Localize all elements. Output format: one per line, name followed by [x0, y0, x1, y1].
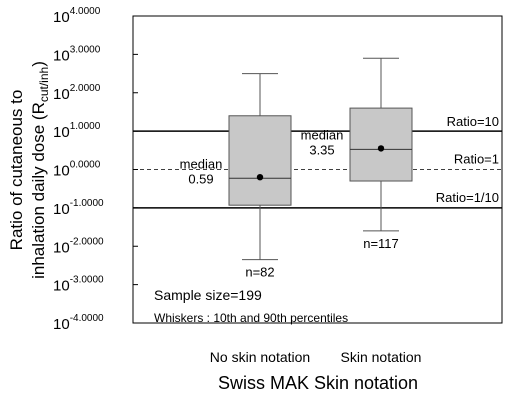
- y-axis-label-subscript: cut/inh: [37, 67, 51, 102]
- y-tick-label: 10-1.0000: [53, 198, 104, 218]
- y-axis-ticks: 104.0000103.0000102.0000101.0000100.0000…: [53, 6, 138, 333]
- y-tick-base: 10: [53, 239, 70, 256]
- y-axis-label-line2: inhalation daily dose (Rcut/inh): [29, 61, 51, 279]
- y-tick-exponent: 3.0000: [70, 44, 101, 55]
- y-tick-label: 102.0000: [53, 83, 101, 103]
- y-tick-label: 100.0000: [53, 160, 101, 180]
- y-tick-exponent: -1.0000: [70, 198, 104, 209]
- y-tick-exponent: -2.0000: [70, 236, 104, 247]
- median-value-label: 0.59: [188, 171, 213, 186]
- y-tick-label: 10-2.0000: [53, 236, 104, 256]
- mean-point: [377, 145, 385, 152]
- x-axis-tick-labels: No skin notation Skin notation: [210, 349, 422, 365]
- sample-count-label: n=117: [363, 236, 399, 251]
- x-tick-label: Skin notation: [341, 349, 422, 365]
- y-tick-exponent: 4.0000: [70, 6, 101, 17]
- whiskers-note-annotation: Whiskers : 10th and 90th percentiles: [154, 311, 348, 325]
- y-tick-base: 10: [53, 278, 70, 295]
- x-tick-label: No skin notation: [210, 349, 310, 365]
- y-tick-base: 10: [53, 163, 70, 180]
- y-axis-label-line1: Ratio of cutaneous to: [7, 90, 26, 251]
- y-tick-label: 103.0000: [53, 44, 101, 64]
- x-axis-label: Swiss MAK Skin notation: [218, 373, 418, 393]
- y-tick-label: 10-4.0000: [53, 313, 104, 333]
- y-tick-exponent: 0.0000: [70, 160, 101, 171]
- median-label: median: [180, 156, 223, 171]
- y-tick-base: 10: [53, 124, 70, 141]
- y-tick-exponent: -4.0000: [70, 313, 104, 324]
- median-value-label: 3.35: [309, 142, 334, 157]
- y-tick-label: 10-3.0000: [53, 275, 104, 295]
- y-tick-base: 10: [53, 201, 70, 218]
- y-tick-exponent: -3.0000: [70, 275, 104, 286]
- reference-line-label: Ratio=1: [454, 152, 499, 167]
- interquartile-box: [349, 107, 413, 182]
- y-tick-base: 10: [53, 9, 70, 26]
- median-label: median: [301, 127, 344, 142]
- y-tick-base: 10: [53, 316, 70, 333]
- y-tick-exponent: 1.0000: [70, 121, 101, 132]
- y-tick-base: 10: [53, 86, 70, 103]
- y-tick-label: 104.0000: [53, 6, 101, 26]
- interquartile-box: [228, 115, 292, 206]
- reference-line-label: Ratio=1/10: [436, 190, 499, 205]
- mean-point: [256, 173, 264, 181]
- reference-lines: Ratio=10 Ratio=1 Ratio=1/10: [133, 114, 502, 209]
- reference-line-label: Ratio=10: [447, 114, 499, 129]
- sample-count-label: n=82: [245, 265, 274, 280]
- y-tick-label: 101.0000: [53, 121, 101, 141]
- y-axis-label-line2-end: ): [29, 61, 48, 67]
- y-tick-exponent: 2.0000: [70, 83, 101, 94]
- sample-size-annotation: Sample size=199: [154, 287, 262, 303]
- y-axis-label-line2-main: inhalation daily dose (R: [29, 102, 48, 279]
- y-tick-base: 10: [53, 47, 70, 64]
